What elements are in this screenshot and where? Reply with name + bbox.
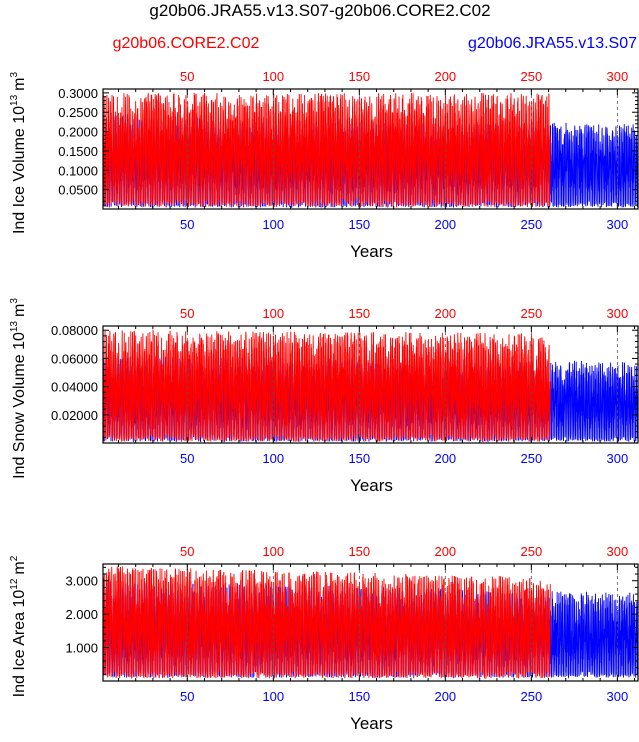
x-tick-label-bottom: 200 <box>434 217 456 232</box>
y-tick-label: 0.1000 <box>58 163 98 178</box>
plot-frame <box>102 563 639 682</box>
series-line-core2 <box>103 329 551 443</box>
x-tick-label-top: 300 <box>607 306 629 321</box>
series-group <box>103 329 638 443</box>
x-tick-label-bottom: 150 <box>348 451 370 466</box>
x-tick-label-bottom: 200 <box>434 451 456 466</box>
y-tick-label: 0.02000 <box>51 408 98 423</box>
panel-ind-ice-volume: 50 50 100 100 150 150 200 200 250 250 300 300 0.0500… <box>9 69 639 261</box>
x-tick-label-bottom: 300 <box>607 217 629 232</box>
legend-jra55-label: g20b06.JRA55.v13.S07 <box>468 35 637 52</box>
x-tick-label-top: 250 <box>520 69 542 84</box>
x-tick-label-top: 150 <box>348 69 370 84</box>
panel-ind-snow-volume: 50 50 100 100 150 150 200 200 250 250 300 300 0.0200… <box>9 298 639 495</box>
plot-frame <box>102 88 639 210</box>
x-tick-label-bottom: 250 <box>520 217 542 232</box>
y-tick-label: 1.000 <box>65 641 98 656</box>
x-tick-label-top: 50 <box>180 69 194 84</box>
x-axis-label: Years <box>350 476 393 495</box>
x-tick-label-bottom: 100 <box>262 217 284 232</box>
x-tick-label-bottom: 50 <box>180 451 194 466</box>
x-tick-label-bottom: 300 <box>607 451 629 466</box>
panel-ind-ice-area: 50 50 100 100 150 150 200 200 250 250 300 300 1.000 2… <box>9 544 639 733</box>
x-tick-label-bottom: 300 <box>607 689 629 704</box>
y-tick-label: 0.2500 <box>58 105 98 120</box>
x-tick-label-top: 250 <box>520 306 542 321</box>
y-tick-label: 0.1500 <box>58 144 98 159</box>
chart-title: g20b06.JRA55.v13.S07-g20b06.CORE2.C02 <box>149 1 490 20</box>
x-tick-label-top: 100 <box>262 544 284 559</box>
y-tick-label: 0.04000 <box>51 380 98 395</box>
y-tick-label: 2.000 <box>65 607 98 622</box>
series-line-core2 <box>103 566 551 680</box>
y-axis-label: Ind Ice Volume 1013m3 <box>9 72 28 235</box>
x-tick-label-bottom: 200 <box>434 689 456 704</box>
x-tick-label-top: 150 <box>348 306 370 321</box>
y-tick-label: 0.3000 <box>58 86 98 101</box>
x-tick-label-top: 250 <box>520 544 542 559</box>
x-tick-label-bottom: 250 <box>520 451 542 466</box>
x-tick-label-bottom: 50 <box>180 689 194 704</box>
y-tick-label: 3.000 <box>65 574 98 589</box>
series-group <box>103 566 638 680</box>
x-tick-label-top: 200 <box>434 306 456 321</box>
x-tick-label-bottom: 150 <box>348 217 370 232</box>
y-tick-label: 0.2000 <box>58 125 98 140</box>
series-line-core2 <box>103 92 551 209</box>
x-axis-label: Years <box>350 714 393 733</box>
x-tick-label-top: 150 <box>348 544 370 559</box>
x-tick-label-top: 200 <box>434 544 456 559</box>
y-axis-label: Ind Ice Area 1012m2 <box>9 555 28 697</box>
x-tick-label-bottom: 100 <box>262 451 284 466</box>
x-tick-label-top: 300 <box>607 69 629 84</box>
x-tick-label-bottom: 100 <box>262 689 284 704</box>
x-tick-label-bottom: 250 <box>520 689 542 704</box>
x-tick-label-bottom: 50 <box>180 217 194 232</box>
x-tick-label-top: 300 <box>607 544 629 559</box>
x-tick-label-top: 200 <box>434 69 456 84</box>
series-group <box>103 92 638 209</box>
x-axis-label: Years <box>350 242 393 261</box>
y-tick-label: 0.08000 <box>51 323 98 338</box>
y-axis-label: Ind Snow Volume 1013m3 <box>9 298 28 479</box>
x-tick-label-top: 100 <box>262 69 284 84</box>
x-tick-label-bottom: 150 <box>348 689 370 704</box>
x-tick-label-top: 50 <box>180 544 194 559</box>
legend-core2-label: g20b06.CORE2.C02 <box>113 35 260 52</box>
y-tick-label: 0.0500 <box>58 183 98 198</box>
x-tick-label-top: 50 <box>180 306 194 321</box>
plot-frame <box>102 325 639 444</box>
y-tick-label: 0.06000 <box>51 351 98 366</box>
x-tick-label-top: 100 <box>262 306 284 321</box>
